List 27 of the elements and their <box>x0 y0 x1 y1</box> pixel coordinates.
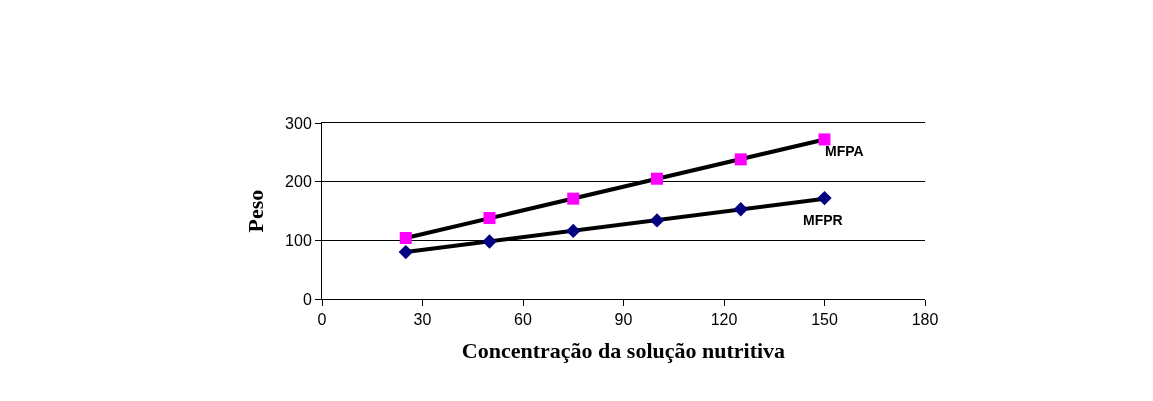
point <box>398 244 413 260</box>
x-tick-label: 150 <box>811 311 838 329</box>
x-tick-label: 0 <box>317 311 327 329</box>
series-label: MFPA <box>825 143 864 159</box>
point <box>567 192 580 205</box>
x-tick-label: 90 <box>614 311 633 329</box>
point <box>399 231 412 244</box>
point <box>651 172 663 185</box>
point <box>818 133 831 146</box>
series-label: MFPR <box>803 212 843 228</box>
y-tick-label: 0 <box>302 290 312 308</box>
x-tick-label: 120 <box>710 311 738 329</box>
point <box>733 202 748 217</box>
y-tick-label: 200 <box>285 173 312 191</box>
point <box>483 212 496 225</box>
x-tick-label: 60 <box>514 311 532 329</box>
y-axis-title: Peso <box>242 189 268 233</box>
x-tick-label: 30 <box>413 311 432 329</box>
x-axis-title: Concentração da solução nutritiva <box>461 338 786 364</box>
point <box>566 223 581 239</box>
x-tick-label: 180 <box>911 311 939 329</box>
point <box>482 234 497 249</box>
point <box>649 213 665 228</box>
y-tick-label: 100 <box>285 231 312 249</box>
point <box>734 153 747 166</box>
y-tick-label: 300 <box>285 114 312 132</box>
point <box>817 190 832 206</box>
